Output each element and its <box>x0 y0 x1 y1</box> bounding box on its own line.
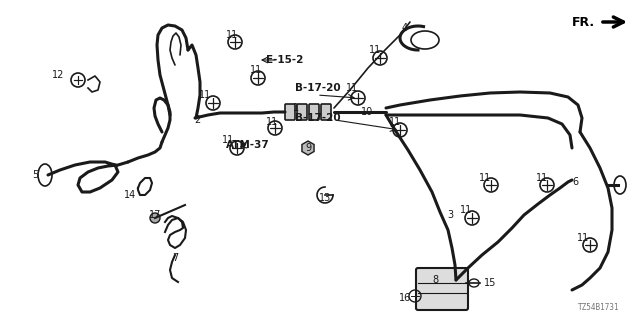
Text: 11: 11 <box>266 117 278 127</box>
Text: TZ54B1731: TZ54B1731 <box>579 303 620 312</box>
Text: B-17-20: B-17-20 <box>295 113 341 123</box>
Text: 2: 2 <box>194 115 200 125</box>
FancyBboxPatch shape <box>297 104 307 120</box>
Text: 14: 14 <box>124 190 136 200</box>
Text: 3: 3 <box>447 210 453 220</box>
Text: E-15-2: E-15-2 <box>266 55 304 65</box>
Polygon shape <box>302 141 314 155</box>
Text: 1: 1 <box>293 103 299 113</box>
Text: 11: 11 <box>479 173 491 183</box>
Text: FR.: FR. <box>572 15 595 28</box>
FancyBboxPatch shape <box>416 268 468 310</box>
Text: 11: 11 <box>199 90 211 100</box>
Text: 15: 15 <box>484 278 496 288</box>
Text: 16: 16 <box>399 293 411 303</box>
Circle shape <box>150 213 160 223</box>
Text: 4: 4 <box>402 23 408 33</box>
Text: 5: 5 <box>32 170 38 180</box>
Text: ATM-37: ATM-37 <box>226 140 270 150</box>
Text: 11: 11 <box>346 83 358 93</box>
Text: 11: 11 <box>389 117 401 127</box>
Text: 9: 9 <box>305 143 311 153</box>
Text: 12: 12 <box>52 70 64 80</box>
Text: 11: 11 <box>577 233 589 243</box>
Text: 10: 10 <box>361 107 373 117</box>
FancyBboxPatch shape <box>321 104 331 120</box>
Text: 11: 11 <box>226 30 238 40</box>
Text: 13: 13 <box>319 193 331 203</box>
Text: B-17-20: B-17-20 <box>295 83 341 93</box>
Text: 8: 8 <box>432 275 438 285</box>
FancyBboxPatch shape <box>309 104 319 120</box>
Text: 11: 11 <box>369 45 381 55</box>
Text: 11: 11 <box>460 205 472 215</box>
Text: 7: 7 <box>172 253 178 263</box>
Text: 11: 11 <box>536 173 548 183</box>
Text: 6: 6 <box>572 177 578 187</box>
Text: 11: 11 <box>250 65 262 75</box>
Text: 11: 11 <box>222 135 234 145</box>
FancyBboxPatch shape <box>285 104 295 120</box>
Text: 17: 17 <box>149 210 161 220</box>
